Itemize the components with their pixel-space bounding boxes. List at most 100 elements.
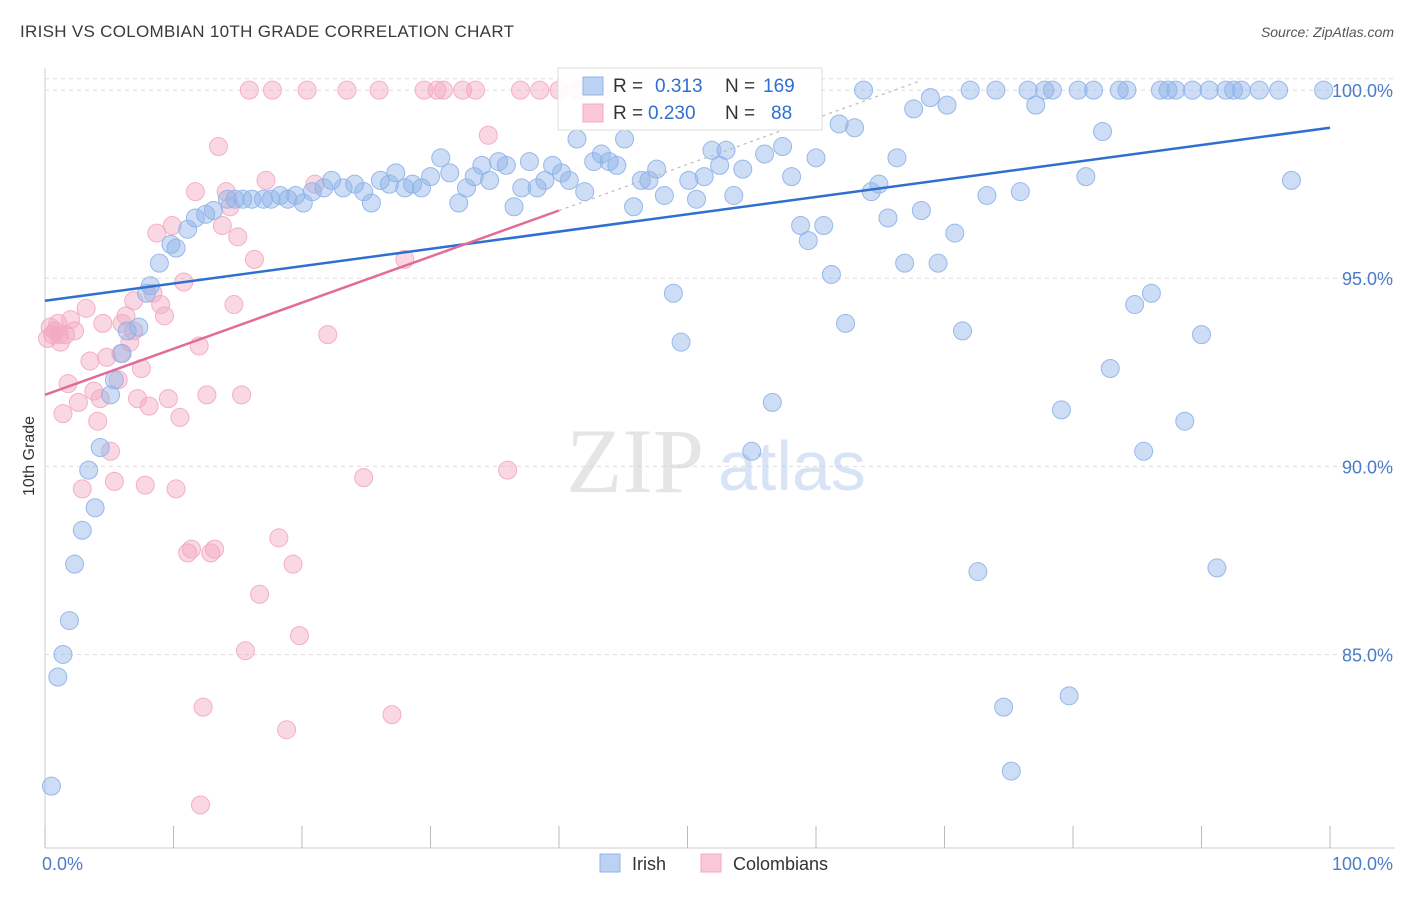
colombians-point-16 [88,411,108,431]
irish-point-120 [1026,95,1046,115]
colombians-point-49 [212,216,232,236]
colombians-point-53 [228,227,248,247]
irish-point-71 [624,197,644,217]
irish-point-110 [945,223,965,243]
irish-point-84 [724,185,744,205]
colombians-point-10 [65,321,85,341]
irish-point-133 [1134,441,1154,461]
irish-point-67 [591,144,611,164]
irish-point-116 [994,697,1014,717]
colombians-trend-line [44,209,560,397]
colombians-point-36 [162,216,182,236]
colombians-point-68 [337,80,357,100]
legend-colombians-label: Colombians [733,854,828,874]
colombians-point-61 [269,528,289,548]
colombians-point-17 [90,389,110,409]
irish-point-2 [53,644,73,664]
irish-point-19 [178,219,198,239]
colombians-point-30 [139,396,159,416]
colombians-point-45 [197,385,217,405]
irish-point-103 [887,148,907,168]
irish-point-102 [878,208,898,228]
irish-point-87 [755,144,775,164]
colombians-point-19 [97,347,117,367]
irish-point-13 [129,317,149,337]
irish-point-124 [1059,686,1079,706]
colombians-point-0 [38,328,58,348]
colombians-n-label: N = [725,103,755,124]
colombians-point-46 [201,543,221,563]
irish-point-1 [48,667,68,687]
irish-point-139 [1183,80,1203,100]
colombians-point-12 [72,479,92,499]
colombians-point-78 [478,125,498,145]
irish-point-143 [1216,80,1236,100]
irish-point-49 [449,193,469,213]
irish-point-126 [1076,167,1096,187]
legend: Irish Colombians [599,853,828,874]
colombians-point-55 [235,641,255,661]
colombians-point-54 [232,385,252,405]
legend-irish-label: Irish [632,854,666,874]
chart-title: IRISH VS COLOMBIAN 10TH GRADE CORRELATIO… [20,22,515,41]
colombians-point-71 [382,705,402,725]
irish-point-118 [1010,182,1030,202]
irish-r-label: R = [613,76,643,97]
irish-point-4 [65,554,85,574]
irish-point-75 [654,185,674,205]
irish-point-131 [1117,80,1137,100]
irish-point-56 [504,197,524,217]
irish-point-6 [79,460,99,480]
colombians-point-37 [166,479,186,499]
colombians-point-57 [244,249,264,269]
irish-point-0 [41,776,61,796]
colombians-point-26 [124,321,144,341]
irish-point-48 [440,163,460,183]
colombians-point-64 [289,626,309,646]
source-credit: Source: ZipAtlas.com [1260,24,1394,40]
colombians-point-80 [510,80,530,100]
irish-point-7 [85,498,105,518]
colombians-point-65 [297,80,317,100]
watermark: ZIP atlas [566,410,866,512]
irish-point-64 [567,129,587,149]
irish-point-132 [1125,295,1145,315]
irish-point-53 [480,170,500,190]
colombians-point-34 [155,306,175,326]
irish-point-123 [1051,400,1071,420]
irish-point-26 [242,189,262,209]
irish-point-59 [527,178,547,198]
irish-point-51 [464,167,484,187]
irish-point-96 [829,114,849,134]
irish-point-8 [90,438,110,458]
irish-point-115 [986,80,1006,100]
irish-point-149 [1314,80,1334,100]
colombians-point-70 [369,80,389,100]
colombians-point-9 [61,310,81,330]
colombians-point-84 [190,795,210,815]
irish-point-140 [1192,325,1211,345]
irish-point-77 [671,332,691,352]
irish-point-141 [1199,80,1219,100]
irish-point-92 [798,231,818,251]
irish-point-74 [647,159,667,179]
irish-trend-line [44,126,1331,303]
irish-n-label: N = [725,76,755,97]
irish-point-135 [1150,80,1170,100]
colombians-point-63 [283,554,303,574]
irish-point-47 [431,148,451,168]
colombians-point-21 [104,471,124,491]
colombians-point-62 [277,720,297,740]
irish-point-90 [782,167,802,187]
irish-point-127 [1084,80,1104,100]
irish-point-42 [386,163,406,183]
colombians-point-29 [135,475,155,495]
irish-point-114 [977,185,997,205]
colombians-point-18 [93,313,113,333]
irish-point-12 [117,321,137,341]
irish-point-55 [496,155,516,175]
irish-point-11 [112,343,132,363]
colombians-point-48 [208,137,228,157]
legend-irish-swatch [599,853,621,873]
